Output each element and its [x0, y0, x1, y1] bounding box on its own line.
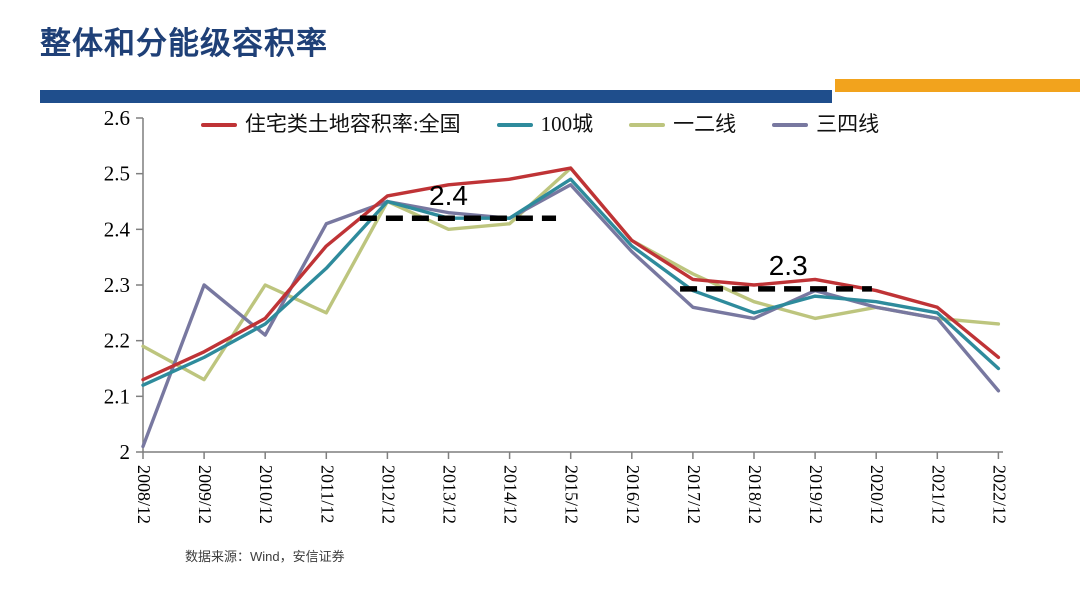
y-tick-label: 2.1 [104, 384, 130, 408]
series-line-2 [141, 177, 1001, 387]
series-line-3 [141, 166, 1001, 382]
x-tick-label: 2018/12 [745, 465, 765, 524]
x-tick-label: 2011/12 [317, 465, 337, 523]
chart-legend: 住宅类土地容积率:全国 100城 一二线 三四线 [0, 114, 1080, 135]
y-tick-label: 2.5 [104, 162, 130, 186]
legend-label: 三四线 [816, 112, 880, 136]
x-tick-label: 2008/12 [134, 465, 154, 524]
legend-label: 100城 [540, 112, 594, 136]
legend-label: 住宅类土地容积率:全国 [244, 112, 461, 136]
x-tick-label: 2019/12 [806, 465, 826, 524]
legend-label: 一二线 [673, 112, 737, 136]
y-tick-label: 2.2 [104, 329, 130, 353]
y-tick-label: 2.6 [104, 106, 130, 130]
legend-swatch-icon [772, 122, 809, 127]
x-tick-label: 2020/12 [867, 465, 887, 524]
annotation-label: 2.3 [769, 250, 808, 281]
x-tick-label: 2017/12 [684, 465, 704, 524]
legend-item-1: 住宅类土地容积率:全国 [200, 112, 461, 136]
series-line-4 [141, 183, 1001, 449]
x-tick-label: 2010/12 [256, 465, 276, 524]
y-tick-label: 2.3 [104, 273, 130, 297]
series-line-1 [141, 166, 1001, 382]
data-source: 数据来源：Wind，安信证券 [185, 549, 345, 564]
legend-item-4: 三四线 [772, 114, 879, 135]
legend-swatch-icon [200, 122, 237, 127]
page-title: 整体和分能级容积率 [40, 26, 328, 61]
x-tick-label: 2015/12 [562, 465, 582, 524]
x-tick-label: 2016/12 [623, 465, 643, 524]
legend-swatch-icon [629, 122, 666, 127]
legend-item-3: 一二线 [629, 114, 736, 135]
x-tick-label: 2022/12 [989, 465, 1009, 524]
x-tick-label: 2021/12 [928, 465, 948, 524]
y-tick-label: 2 [120, 440, 131, 464]
header-divider-orange [835, 79, 1080, 92]
legend-swatch-icon [496, 122, 533, 127]
x-tick-label: 2012/12 [378, 465, 398, 524]
header-divider-blue [40, 90, 832, 103]
x-tick-label: 2014/12 [501, 465, 521, 524]
x-tick-label: 2009/12 [195, 465, 215, 524]
x-tick-label: 2013/12 [440, 465, 460, 524]
legend-item-2: 100城 [496, 112, 594, 136]
annotation-label: 2.4 [429, 180, 468, 211]
y-tick-label: 2.4 [104, 217, 131, 241]
